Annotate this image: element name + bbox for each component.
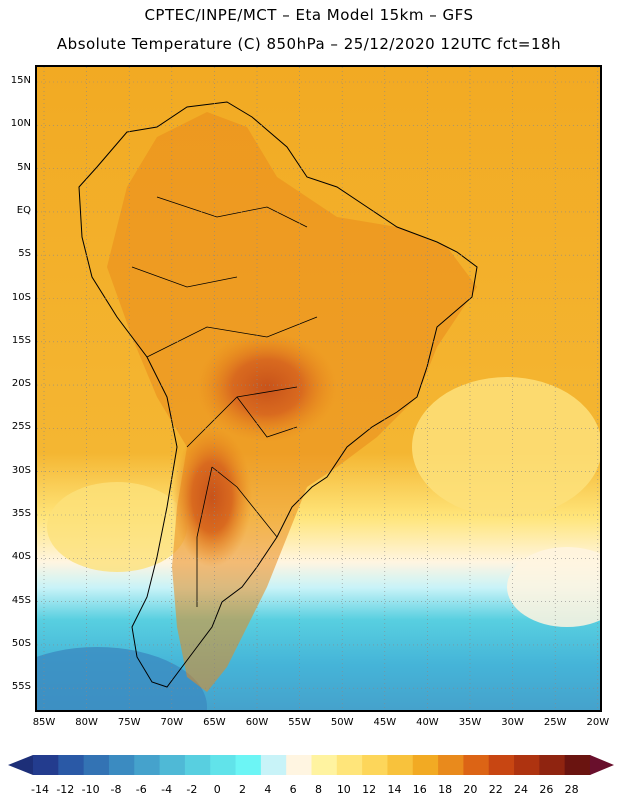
latitude-label: 5S — [18, 248, 31, 260]
colorbar-swatch — [58, 755, 85, 775]
latitude-label: 55S — [11, 681, 31, 693]
colorbar-label: -14 — [31, 783, 49, 796]
temperature-map — [35, 65, 602, 712]
longitude-label: 20W — [586, 717, 610, 728]
latitude-label: 25S — [11, 421, 31, 433]
colorbar-label: 6 — [289, 783, 297, 796]
latitude-label: 50S — [11, 637, 31, 649]
longitude-label: 85W — [32, 717, 56, 728]
colorbar-swatch — [33, 755, 59, 775]
colorbar-label: 22 — [488, 783, 503, 796]
colorbar-swatch — [412, 755, 439, 775]
latitude-label: 10S — [11, 291, 31, 303]
colorbar-swatch — [438, 755, 464, 775]
colorbar-swatch — [564, 755, 591, 775]
longitude-label: 45W — [373, 717, 397, 728]
colorbar-swatch — [108, 755, 135, 775]
colorbar-label: -10 — [81, 783, 100, 796]
longitude-label: 65W — [203, 717, 226, 728]
colorbar-label: 24 — [514, 783, 529, 796]
colorbar-label: 0 — [213, 783, 221, 796]
chart-title-line1: CPTEC/INPE/MCT – Eta Model 15km – GFS — [144, 6, 474, 24]
colorbar-label: 4 — [264, 783, 272, 796]
colorbar-label: -8 — [110, 783, 122, 796]
colorbar-swatch — [184, 755, 211, 775]
cool-anomaly-south-atlantic — [507, 547, 600, 627]
cold-anomaly-southwest — [37, 647, 207, 710]
colorbar-label: 14 — [387, 783, 402, 796]
colorbar-under-arrow — [8, 755, 33, 775]
colorbar-label: 20 — [463, 783, 478, 796]
colorbar-swatches — [8, 755, 614, 775]
latitude-label: 45S — [11, 594, 31, 606]
colorbar-swatch — [514, 755, 540, 775]
colorbar-swatch — [235, 755, 262, 775]
colorbar-swatch — [210, 755, 237, 775]
cool-anomaly-atlantic — [412, 377, 600, 517]
colorbar-label: -2 — [186, 783, 198, 796]
colorbar-label: 16 — [412, 783, 427, 796]
colorbar-over-arrow — [590, 755, 614, 775]
longitude-label: 80W — [75, 717, 98, 728]
latitude-label: 30S — [11, 464, 31, 476]
colorbar-label: -6 — [135, 783, 147, 796]
cool-anomaly-pacific — [47, 482, 187, 572]
longitude-label: 40W — [416, 717, 439, 728]
colorbar-swatch — [387, 755, 414, 775]
colorbar-swatch — [286, 755, 312, 775]
latitude-label: 15N — [10, 75, 31, 86]
colorbar-label: 10 — [336, 783, 351, 796]
latitude-label: 5N — [17, 161, 31, 173]
colorbar-swatch — [539, 755, 566, 775]
latitude-label: 15S — [11, 334, 31, 346]
colorbar-label: 28 — [564, 783, 579, 796]
longitude-label: 75W — [117, 717, 141, 728]
latitude-label: 20S — [11, 378, 31, 390]
colorbar-label: -12 — [56, 783, 75, 796]
colorbar-swatch — [336, 755, 363, 775]
colorbar-swatch — [134, 755, 161, 775]
longitude-label: 60W — [245, 717, 269, 728]
colorbar-label: 8 — [315, 783, 322, 796]
colorbar — [0, 748, 618, 798]
longitude-label: 35W — [458, 717, 482, 728]
colorbar-swatch — [488, 755, 515, 775]
colorbar-swatch — [362, 755, 388, 775]
colorbar-label: -4 — [161, 783, 173, 796]
longitude-label: 30W — [501, 717, 524, 728]
colorbar-label: 26 — [539, 783, 554, 796]
colorbar-label: 12 — [362, 783, 377, 796]
latitude-label: 40S — [11, 551, 31, 563]
map-canvas — [37, 67, 600, 710]
heat-core-argentina — [172, 427, 252, 567]
latitude-label: 35S — [11, 508, 31, 519]
heat-core-central — [197, 332, 337, 442]
latitude-label: 10N — [10, 118, 31, 130]
latitude-label: EQ — [16, 204, 31, 216]
longitude-label: 55W — [288, 717, 311, 728]
colorbar-swatch — [159, 755, 186, 775]
coastline — [78, 101, 478, 688]
chart-title-line2: Absolute Temperature (C) 850hPa – 25/12/… — [56, 35, 562, 53]
colorbar-swatch — [463, 755, 490, 775]
colorbar-swatch — [260, 755, 287, 775]
colorbar-label: 2 — [239, 783, 247, 796]
colorbar-swatch — [83, 755, 110, 775]
colorbar-label: 18 — [438, 783, 453, 796]
longitude-label: 25W — [543, 717, 567, 728]
colorbar-swatch — [311, 755, 338, 775]
longitude-label: 50W — [330, 717, 354, 728]
longitude-label: 70W — [160, 717, 184, 728]
